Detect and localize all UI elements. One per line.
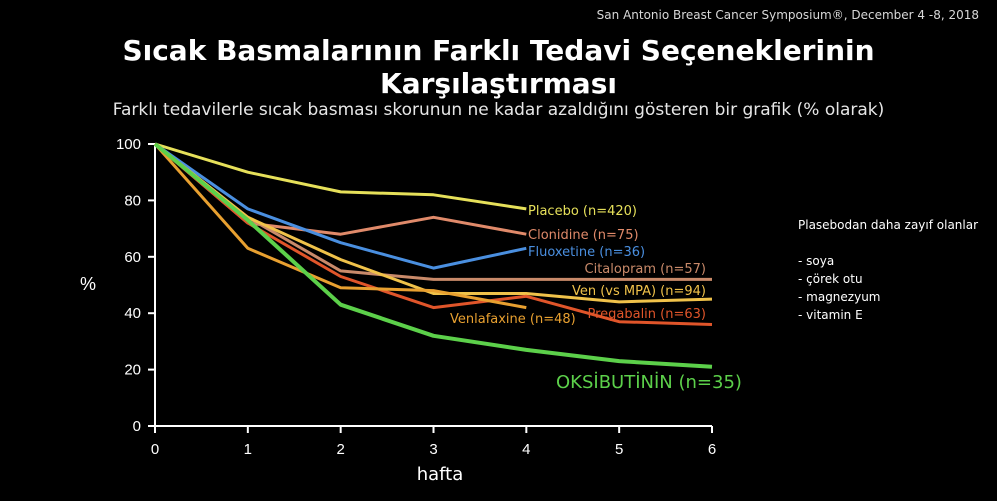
series-label: Placebo (n=420) (528, 204, 637, 219)
series-line (153, 143, 527, 310)
y-tick-label: 100 (116, 136, 141, 153)
series-label: Fluoxetine (n=36) (528, 245, 645, 260)
y-tick-label: 0 (133, 418, 141, 435)
series-line (154, 142, 713, 304)
series-line (154, 142, 713, 326)
x-tick-label: 1 (244, 441, 252, 458)
note-item: - magnezyum (798, 290, 881, 304)
x-tick-label: 5 (615, 441, 623, 458)
note-list: - soya - çörek otu - magnezyum - vitamin… (798, 252, 978, 324)
note-item: - soya (798, 254, 835, 268)
slide-title: Sıcak Basmalarının Farklı Tedavi Seçenek… (122, 34, 875, 100)
weaker-than-placebo-note: Plasebodan daha zayıf olanlar - soya - ç… (798, 216, 978, 324)
note-item: - vitamin E (798, 308, 863, 322)
x-tick-label: 2 (336, 441, 344, 458)
y-tick-label: 60 (124, 249, 141, 266)
source-credit: San Antonio Breast Cancer Symposium®, De… (596, 8, 979, 22)
x-tick-label: 0 (151, 441, 159, 458)
note-item: - çörek otu (798, 272, 863, 286)
series-label: Citalopram (n=57) (585, 262, 707, 277)
x-axis-label: hafta (417, 464, 464, 485)
y-tick-label: 20 (124, 362, 141, 379)
series-label: Ven (vs MPA) (n=94) (572, 284, 706, 299)
note-heading: Plasebodan daha zayıf olanlar (798, 218, 979, 232)
series-label: Venlafaxine (n=48) (450, 312, 576, 327)
slide-subtitle: Farklı tedavilerle sıcak basması skorunu… (112, 100, 885, 120)
series-label: OKSİBUTİNİN (n=35) (556, 372, 742, 393)
series-line (154, 142, 527, 270)
y-tick-label: 40 (124, 305, 141, 322)
series-label: Pregabalin (n=63) (587, 307, 706, 322)
y-tick-label: 80 (124, 192, 141, 209)
y-axis-label: % (80, 274, 96, 294)
x-tick-label: 3 (429, 441, 437, 458)
x-tick-label: 4 (522, 441, 530, 458)
series-line (153, 142, 713, 369)
x-tick-label: 6 (708, 441, 716, 458)
series-line (154, 142, 527, 211)
series-label: Clonidine (n=75) (528, 228, 639, 243)
